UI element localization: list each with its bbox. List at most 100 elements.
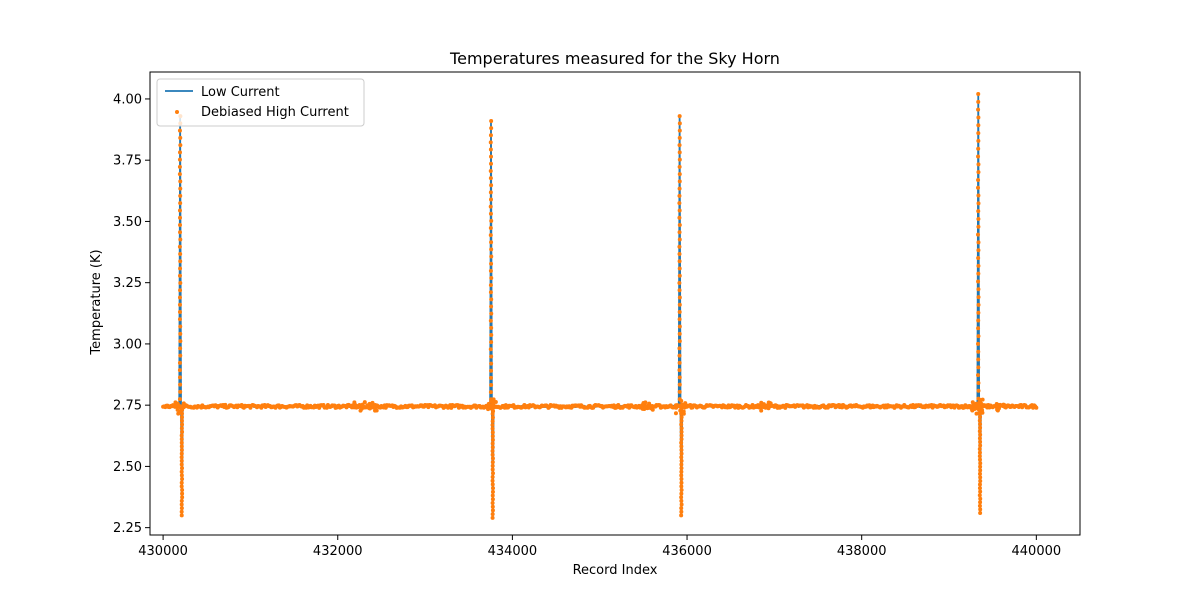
scatter-point [490,493,495,498]
scatter-point [679,487,684,492]
scatter-point [978,507,983,512]
scatter-point [679,437,684,442]
scatter-point [179,498,184,503]
scatter-point [178,186,183,191]
scatter-point [178,201,183,206]
scatter-point [178,251,183,256]
scatter-point [976,131,981,136]
scatter-point [976,326,981,331]
scatter-point [679,513,684,518]
scatter-point [677,114,682,119]
scatter-point [180,422,185,427]
scatter-point [489,311,494,316]
scatter-point [179,466,184,471]
scatter-point [976,115,981,120]
scatter-point [489,218,494,223]
scatter-point [490,504,495,509]
scatter-point [976,232,981,237]
scatter-point [488,290,493,295]
scatter-point [677,317,682,322]
scatter-point [677,143,682,148]
scatter-point [976,201,981,206]
scatter-point [976,279,981,284]
y-tick-label: 2.50 [113,460,142,475]
scatter-point [976,295,981,300]
scatter-point [677,244,682,249]
scatter-point [978,425,983,430]
scatter-point [179,447,184,452]
scatter-point [490,434,495,439]
scatter-point [177,150,182,155]
scatter-point [977,471,982,476]
scatter-point [489,325,494,330]
scatter-point [679,433,684,438]
scatter-point [490,460,495,465]
scatter-point [366,405,371,410]
scatter-point [490,463,495,468]
scatter-point [488,211,493,216]
x-tick-label: 430000 [138,544,188,559]
scatter-point [489,118,494,123]
scatter-point [679,462,684,467]
scatter-point [179,484,184,489]
scatter-point [489,161,494,166]
scatter-point [177,360,182,365]
scatter-point [677,237,682,242]
scatter-point [489,297,494,302]
scatter-point [490,486,495,491]
scatter-point [677,353,682,358]
scatter-point [976,177,981,182]
scatter-point [488,268,493,273]
scatter-point [677,179,682,184]
scatter-point [490,422,495,427]
scatter-point [677,135,682,140]
scatter-point [677,339,682,344]
scatter-point [977,429,982,434]
scatter-point [679,480,684,485]
scatter-point [976,271,981,276]
scatter-point [677,266,682,271]
scatter-point [180,487,185,492]
scatter-point [679,398,684,403]
scatter-point [179,458,184,463]
scatter-point [489,183,494,188]
scatter-point [489,197,493,202]
scatter-point [677,382,682,387]
legend-swatch-debiased-high-current [175,110,179,114]
scatter-point [488,390,493,395]
scatter-point [490,515,495,520]
scatter-point [179,462,184,467]
scatter-point [488,176,493,181]
scatter-point [488,233,493,238]
scatter-point [643,400,648,405]
scatter-point [980,408,985,413]
y-tick-label: 3.25 [113,276,142,291]
legend-label-low-current: Low Current [201,85,280,100]
scatter-point [178,259,183,264]
scatter-point [179,444,184,449]
scatter-point [973,403,978,408]
legend-box [156,78,365,127]
y-tick-label: 4.00 [113,92,142,107]
scatter-point [179,440,184,445]
scatter-point [979,401,984,406]
scatter-point [373,402,378,407]
scatter-point [489,340,494,345]
scatter-point [976,248,981,253]
scatter-point [976,334,981,339]
scatter-point [976,107,981,112]
scatter-point [489,126,494,131]
scatter-point [490,512,495,517]
scatter-point [677,215,682,220]
scatter-point [489,361,494,366]
scatter-point [177,172,182,177]
scatter-point [978,475,983,480]
scatter-point [679,506,684,511]
scatter-point [177,397,182,402]
scatter-point [977,482,982,487]
scatter-point [177,208,182,213]
scatter-point [977,436,982,441]
scatter-point [178,230,183,235]
scatter-point [179,509,184,514]
scatter-point [490,474,495,479]
